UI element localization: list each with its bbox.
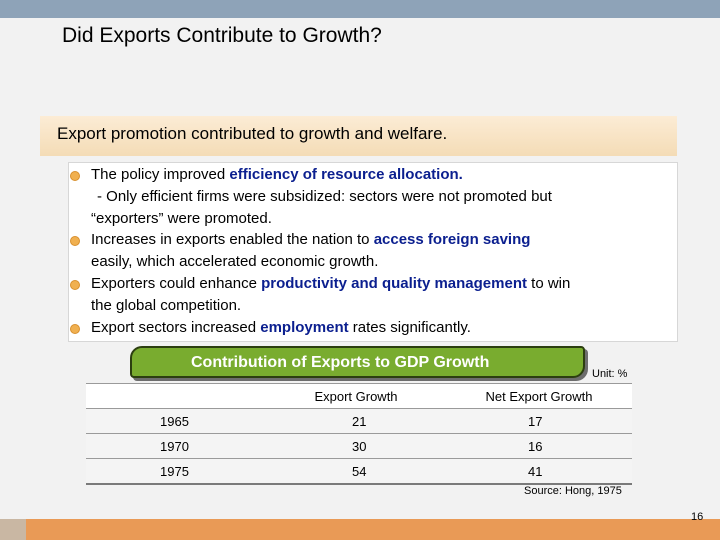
- bullet-dot-icon: [70, 323, 80, 334]
- table-corner-cell: [86, 383, 266, 409]
- bullet-dot-icon: [70, 236, 80, 247]
- table-title-banner: Contribution of Exports to GDP Growth: [130, 346, 585, 378]
- emphasis-text: access foreign saving: [373, 231, 531, 249]
- net-export-growth-cell: 16: [446, 433, 632, 459]
- subheading-band: [40, 116, 677, 156]
- table-title: Contribution of Exports to GDP Growth: [191, 354, 490, 371]
- growth-table: Export Growth Net Export Growth 1965 21 …: [86, 383, 632, 485]
- year-cell: 1965: [86, 408, 266, 434]
- emphasis-text: employment: [260, 318, 349, 336]
- bottom-accent-bar: [0, 519, 720, 540]
- bottom-bar-left-strip: [0, 519, 26, 540]
- unit-label: Unit: %: [592, 368, 628, 380]
- slide-title: Did Exports Contribute to Growth?: [62, 24, 382, 47]
- year-cell: 1975: [86, 458, 266, 485]
- column-header-net-export-growth: Net Export Growth: [446, 383, 632, 409]
- table-row: 1970 30 16: [86, 433, 632, 459]
- bullet-item: Increases in exports enabled the nation …: [70, 229, 570, 273]
- column-header-export-growth: Export Growth: [266, 383, 446, 409]
- export-growth-cell: 30: [266, 433, 446, 459]
- emphasis-text: efficiency of resource allocation.: [229, 166, 463, 183]
- export-growth-cell: 54: [266, 458, 446, 485]
- net-export-growth-cell: 17: [446, 408, 632, 434]
- export-growth-cell: 21: [266, 408, 446, 434]
- table-header-row: Export Growth Net Export Growth: [86, 383, 632, 409]
- net-export-growth-cell: 41: [446, 458, 632, 485]
- bullet-dot-icon: [70, 279, 80, 290]
- bullet-dot-icon: [70, 171, 80, 181]
- bullet-box: [68, 162, 678, 342]
- top-accent-bar: [0, 0, 720, 18]
- year-cell: 1970: [86, 433, 266, 459]
- emphasis-text: productivity and quality management: [261, 274, 527, 292]
- subheading: Export promotion contributed to growth a…: [57, 124, 448, 143]
- table-row: 1975 54 41: [86, 458, 632, 485]
- page-number: 16: [691, 511, 704, 523]
- table-row: 1965 21 17: [86, 408, 632, 434]
- bullet-list: The policy improved efficiency of resour…: [70, 164, 570, 338]
- bullet-item: Exporters could enhance productivity and…: [70, 273, 570, 317]
- bullet-item: Export sectors increased employment rate…: [70, 317, 570, 339]
- source-note: Source: Hong, 1975: [524, 485, 622, 497]
- bullet-item: The policy improved efficiency of resour…: [70, 164, 570, 229]
